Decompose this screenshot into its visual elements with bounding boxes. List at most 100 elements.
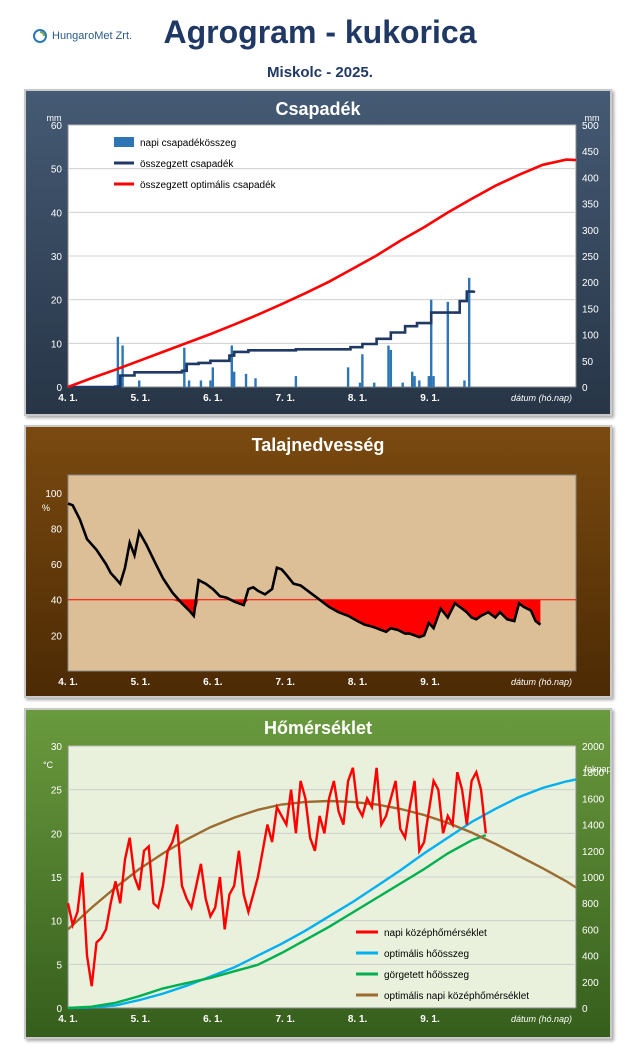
precip-bar bbox=[429, 299, 433, 387]
precipitation-panel: 0 10 20 30 40 50 60 0 50 100 150 200 250 300 350 400 450… bbox=[24, 89, 612, 416]
legend-label: összegzett optimális csapadék bbox=[140, 180, 277, 191]
precip-bar bbox=[254, 378, 257, 387]
legend-label: napi középhőmérséklet bbox=[384, 928, 487, 939]
precip-bar bbox=[187, 380, 191, 387]
precip-bar bbox=[361, 354, 364, 387]
legend-label: összegzett csapadék bbox=[140, 159, 234, 170]
y-right-tick-label: 450 bbox=[582, 147, 599, 158]
y-left-tick-label: 20 bbox=[51, 829, 63, 840]
temperature-chart: 0 5 10 15 20 25 30 0 200 400 600 800 1000 1200 1400 160… bbox=[43, 742, 610, 1025]
x-tick-label: 8. 1. bbox=[348, 677, 368, 688]
x-tick-label: 7. 1. bbox=[275, 677, 295, 688]
y-left-tick-label: 25 bbox=[51, 786, 63, 797]
x-tick-label: 7. 1. bbox=[275, 1014, 295, 1025]
y-right-tick-label: 600 bbox=[582, 925, 599, 936]
y-right-tick-label: 2000 bbox=[582, 742, 605, 753]
precip-bar bbox=[418, 380, 421, 387]
y-tick-label: 60 bbox=[51, 560, 63, 571]
y-right-tick-label: 1200 bbox=[582, 847, 605, 858]
y-right-unit: foknap bbox=[584, 764, 610, 774]
y-left-tick-label: 50 bbox=[51, 165, 63, 176]
y-right-tick-label: 0 bbox=[582, 1004, 588, 1015]
y-right-tick-label: 200 bbox=[582, 278, 599, 289]
y-right-tick-label: 800 bbox=[582, 899, 599, 910]
temperature-title: Hőmérséklet bbox=[263, 718, 373, 738]
y-tick-label: 20 bbox=[51, 631, 63, 642]
precip-bar bbox=[232, 371, 236, 387]
precip-bar bbox=[432, 376, 435, 387]
y-right-tick-label: 100 bbox=[582, 331, 599, 342]
y-right-unit: mm bbox=[585, 113, 600, 123]
y-right-tick-label: 500 bbox=[582, 121, 599, 132]
x-tick-label: 4. 1. bbox=[58, 1014, 78, 1025]
logo-text: HungaroMet Zrt. bbox=[52, 30, 133, 42]
y-left-tick-label: 0 bbox=[56, 383, 62, 394]
x-tick-label: 6. 1. bbox=[203, 393, 223, 404]
y-left-tick-label: 10 bbox=[51, 339, 63, 350]
x-axis-label: dátum (hó.nap) bbox=[511, 1014, 572, 1024]
precip-bar bbox=[346, 367, 350, 387]
y-left-tick-label: 60 bbox=[51, 121, 63, 132]
x-tick-label: 6. 1. bbox=[203, 677, 223, 688]
cumulative-precip-line bbox=[68, 290, 476, 389]
precip-bar bbox=[211, 367, 215, 387]
precip-bar bbox=[138, 380, 141, 387]
y-right-tick-label: 1000 bbox=[582, 873, 605, 884]
precip-bar bbox=[183, 347, 186, 387]
x-axis-label: dátum (hó.nap) bbox=[511, 393, 572, 403]
page-subtitle: Miskolc - 2025. bbox=[267, 64, 373, 81]
y-left-tick-label: 30 bbox=[51, 252, 63, 263]
y-unit: % bbox=[42, 503, 50, 513]
optimal-heat-sum-line bbox=[67, 778, 577, 1010]
y-left-tick-label: 20 bbox=[51, 296, 63, 307]
soil-moisture-title: Talajnedvesség bbox=[251, 435, 385, 455]
legend-label: optimális napi középhőmérséklet bbox=[384, 991, 529, 1002]
x-tick-label: 4. 1. bbox=[58, 677, 78, 688]
y-right-tick-label: 250 bbox=[582, 252, 599, 263]
deficit-area bbox=[68, 599, 541, 638]
x-tick-label: 6. 1. bbox=[203, 1014, 223, 1025]
y-right-tick-label: 0 bbox=[582, 383, 588, 394]
y-right-tick-label: 400 bbox=[582, 173, 599, 184]
precip-bar bbox=[230, 345, 233, 387]
x-tick-label: 9. 1. bbox=[420, 1014, 440, 1025]
x-tick-label: 4. 1. bbox=[58, 393, 78, 404]
precip-bar bbox=[116, 336, 120, 387]
page-title: Agrogram - kukorica bbox=[163, 14, 477, 50]
y-left-unit: mm bbox=[47, 113, 62, 123]
y-right-tick-label: 1600 bbox=[582, 794, 605, 805]
legend-label: napi csapadékösszeg bbox=[140, 138, 236, 149]
y-left-unit: °C bbox=[43, 760, 54, 770]
precipitation-chart: 0 10 20 30 40 50 60 0 50 100 150 200 250 300 350 400 450… bbox=[47, 113, 600, 404]
precip-bar bbox=[427, 376, 431, 387]
precipitation-title: Csapadék bbox=[275, 99, 361, 119]
y-right-tick-label: 50 bbox=[582, 357, 594, 368]
y-left-tick-label: 0 bbox=[56, 1004, 62, 1015]
y-left-tick-label: 30 bbox=[51, 742, 63, 753]
logo-icon bbox=[33, 29, 47, 43]
y-tick-label: 100 bbox=[45, 489, 62, 500]
y-left-tick-label: 40 bbox=[51, 208, 63, 219]
soil-moisture-line bbox=[67, 502, 542, 639]
soil-moisture-chart: 20 40 60 80 100% 4. 1. 5. 1. 6. 1. 7. 1. 8. 1. 9. … bbox=[42, 474, 577, 688]
y-right-tick-label: 200 bbox=[582, 978, 599, 989]
y-left-tick-label: 5 bbox=[56, 960, 62, 971]
x-tick-label: 5. 1. bbox=[131, 677, 151, 688]
logo: HungaroMet Zrt. bbox=[32, 28, 132, 44]
x-tick-label: 9. 1. bbox=[420, 677, 440, 688]
precip-bar bbox=[373, 382, 376, 387]
x-tick-label: 5. 1. bbox=[131, 393, 151, 404]
precip-bar bbox=[244, 373, 248, 387]
precip-bar bbox=[389, 349, 393, 387]
precip-bar bbox=[294, 376, 298, 387]
legend-swatch-bar bbox=[114, 137, 134, 147]
precip-bar bbox=[358, 382, 362, 387]
y-right-tick-label: 1400 bbox=[582, 821, 605, 832]
legend-label: görgetett hőösszeg bbox=[384, 970, 469, 981]
optimal-precip-line bbox=[67, 158, 577, 389]
y-right-tick-label: 400 bbox=[582, 952, 599, 963]
x-tick-label: 9. 1. bbox=[420, 393, 440, 404]
precip-bar bbox=[467, 277, 471, 387]
y-right-tick-label: 350 bbox=[582, 200, 599, 211]
precip-bar bbox=[209, 380, 212, 387]
